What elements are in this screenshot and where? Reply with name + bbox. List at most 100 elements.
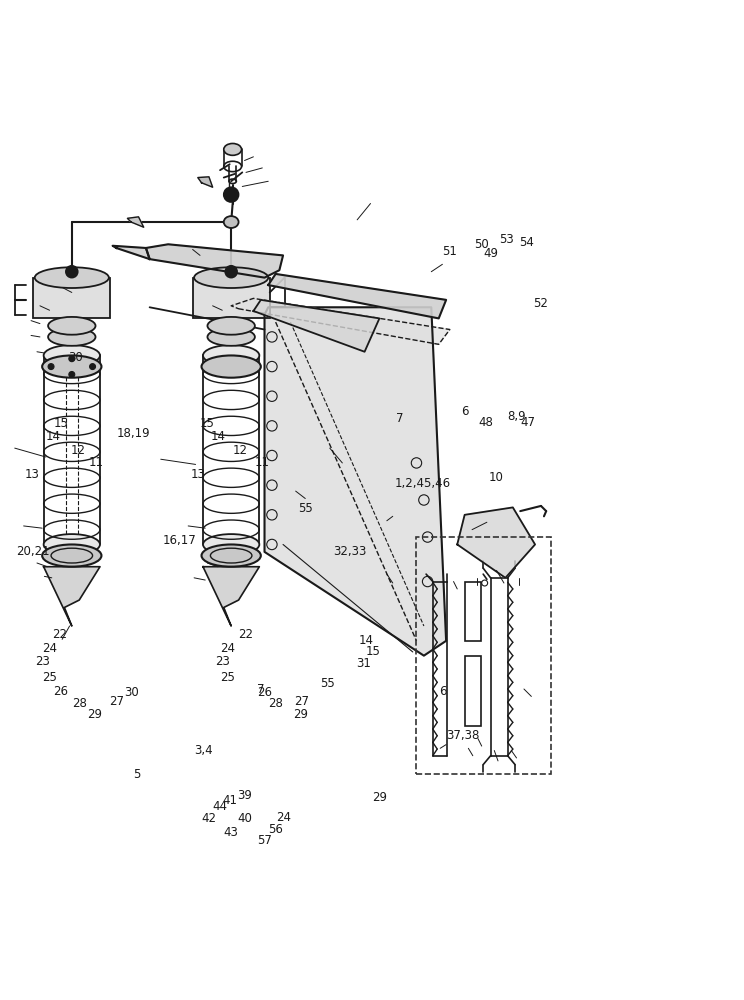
Text: 18,19: 18,19	[116, 427, 150, 440]
Text: 28: 28	[72, 697, 87, 710]
Circle shape	[224, 187, 239, 202]
Text: 55: 55	[298, 502, 312, 515]
Text: 55: 55	[320, 677, 335, 690]
Text: 7: 7	[397, 412, 404, 425]
Text: 31: 31	[356, 657, 371, 670]
Text: 12: 12	[71, 444, 86, 457]
Ellipse shape	[202, 355, 261, 378]
Bar	[417, 537, 551, 774]
Polygon shape	[198, 177, 213, 187]
Ellipse shape	[208, 317, 255, 335]
Circle shape	[225, 266, 237, 278]
Text: 30: 30	[68, 351, 83, 364]
Polygon shape	[44, 567, 100, 626]
Text: 27: 27	[294, 695, 310, 708]
Polygon shape	[458, 507, 535, 578]
Polygon shape	[112, 246, 150, 259]
Text: 15: 15	[366, 645, 381, 658]
Text: 24: 24	[42, 642, 57, 655]
Bar	[465, 582, 481, 641]
Ellipse shape	[202, 544, 261, 567]
Text: 49: 49	[483, 247, 498, 260]
Text: 26: 26	[257, 686, 272, 699]
Circle shape	[69, 356, 74, 362]
Text: 20,21: 20,21	[16, 545, 50, 558]
Text: 8,9: 8,9	[507, 410, 525, 423]
Text: 29: 29	[292, 708, 308, 721]
Ellipse shape	[44, 345, 100, 366]
Polygon shape	[231, 298, 450, 344]
Text: 13: 13	[25, 468, 40, 481]
Polygon shape	[269, 274, 446, 318]
Text: 42: 42	[202, 812, 217, 825]
Bar	[193, 278, 270, 318]
Text: 37,38: 37,38	[446, 729, 479, 742]
Text: 22: 22	[52, 628, 67, 641]
Text: 47: 47	[520, 416, 535, 429]
Text: 5: 5	[133, 768, 141, 781]
Text: 25: 25	[220, 671, 235, 684]
Ellipse shape	[48, 317, 95, 335]
Text: 15: 15	[54, 417, 68, 430]
Ellipse shape	[42, 544, 101, 567]
Text: 24: 24	[220, 642, 235, 655]
Text: 48: 48	[478, 416, 493, 429]
Polygon shape	[254, 300, 379, 352]
Text: 53: 53	[499, 233, 514, 246]
Ellipse shape	[48, 328, 95, 346]
Text: 11: 11	[89, 456, 104, 469]
Text: 39: 39	[237, 789, 252, 802]
Ellipse shape	[224, 143, 242, 155]
Ellipse shape	[208, 328, 255, 346]
Text: 14: 14	[211, 430, 225, 443]
Bar	[465, 656, 481, 726]
Ellipse shape	[42, 355, 101, 378]
Text: 10: 10	[489, 471, 504, 484]
Text: 57: 57	[257, 834, 272, 847]
Text: 44: 44	[213, 800, 228, 813]
Text: 14: 14	[359, 634, 373, 647]
Text: 43: 43	[224, 826, 239, 839]
Text: 6: 6	[439, 685, 446, 698]
Text: 54: 54	[519, 236, 533, 249]
Bar	[33, 278, 110, 318]
Text: 41: 41	[222, 794, 237, 807]
Text: 50: 50	[474, 238, 489, 251]
Text: 29: 29	[372, 791, 387, 804]
Text: 23: 23	[215, 655, 230, 668]
Text: 16,17: 16,17	[163, 534, 196, 547]
Text: 24: 24	[275, 811, 291, 824]
Circle shape	[48, 364, 54, 370]
Polygon shape	[146, 244, 283, 278]
Text: 12: 12	[233, 444, 248, 457]
Ellipse shape	[35, 267, 109, 288]
Text: 23: 23	[35, 655, 50, 668]
Text: 51: 51	[442, 245, 457, 258]
Ellipse shape	[224, 216, 239, 228]
Polygon shape	[127, 217, 144, 227]
Polygon shape	[203, 567, 260, 626]
Text: 7: 7	[257, 683, 265, 696]
Circle shape	[89, 364, 95, 370]
Text: 52: 52	[533, 297, 548, 310]
Text: 22: 22	[239, 628, 254, 641]
Circle shape	[66, 266, 77, 278]
Text: 32,33: 32,33	[333, 545, 367, 558]
Text: 56: 56	[269, 823, 283, 836]
Ellipse shape	[203, 345, 260, 366]
Text: 13: 13	[190, 468, 205, 481]
Ellipse shape	[203, 534, 260, 555]
Text: 3,4: 3,4	[194, 744, 213, 757]
Polygon shape	[265, 307, 446, 656]
Text: 25: 25	[42, 671, 57, 684]
Text: 29: 29	[86, 708, 102, 721]
Ellipse shape	[44, 534, 100, 555]
Text: 15: 15	[200, 417, 215, 430]
Text: 1,2,45,46: 1,2,45,46	[394, 477, 450, 490]
Text: 26: 26	[54, 685, 68, 698]
Text: 27: 27	[109, 695, 124, 708]
Text: 6: 6	[461, 405, 469, 418]
Circle shape	[69, 372, 74, 377]
Text: 28: 28	[269, 697, 283, 710]
Ellipse shape	[194, 267, 269, 288]
